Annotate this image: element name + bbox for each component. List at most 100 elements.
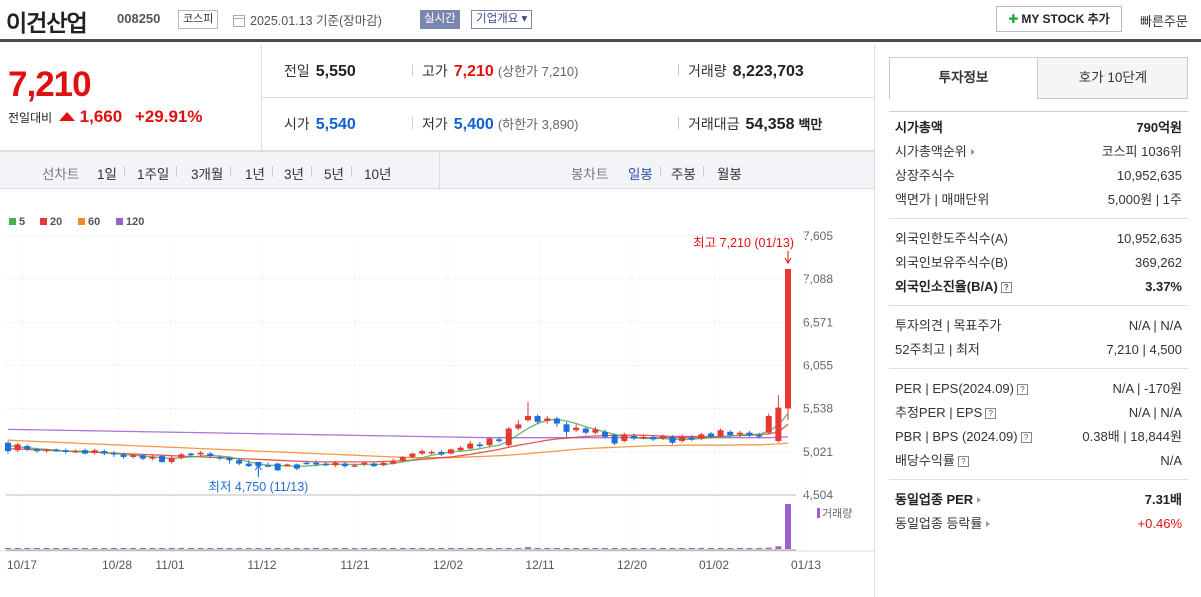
x-tick-label: 12/02 bbox=[433, 558, 463, 572]
price-chart[interactable]: 7,605 7,088 6,571 6,055 5,538 5,021 4,504 10/17… bbox=[0, 190, 874, 597]
row-industry-per[interactable]: 동일업종 PER 7.31배 bbox=[889, 488, 1188, 512]
candle-body bbox=[447, 449, 454, 454]
company-name: 이건산업 bbox=[6, 10, 88, 36]
period-1w[interactable]: 1주일 bbox=[137, 163, 178, 183]
candle-body bbox=[505, 428, 512, 446]
volume-bar bbox=[332, 548, 339, 549]
volume-bar bbox=[592, 548, 599, 549]
volume-bar bbox=[785, 504, 791, 549]
candle-body bbox=[679, 436, 686, 442]
volume-bar bbox=[669, 548, 676, 549]
candle-body bbox=[322, 463, 329, 466]
volume-bar bbox=[62, 548, 69, 549]
opinion-label: 투자의견 | 목표주가 bbox=[895, 318, 1002, 333]
volume-bar bbox=[467, 548, 474, 549]
group-foreign: 외국인한도주식수(A) 10,952,635 외국인보유주식수(B) 369,262… bbox=[889, 219, 1188, 306]
legend-swatch bbox=[9, 218, 16, 225]
ma-line-20 bbox=[7, 423, 789, 463]
volume-bar bbox=[72, 548, 79, 549]
row-opinion: 투자의견 | 목표주가 N/A | N/A bbox=[889, 314, 1188, 338]
y-tick-label: 6,571 bbox=[803, 315, 833, 329]
volume-bar bbox=[265, 548, 271, 549]
period-5y[interactable]: 5년 bbox=[324, 163, 352, 183]
industry-per-value: 7.31배 bbox=[1144, 492, 1182, 507]
volume-bar bbox=[255, 548, 262, 549]
candle-body bbox=[149, 456, 156, 459]
volume-bar bbox=[178, 548, 185, 549]
group-industry: 동일업종 PER 7.31배 동일업종 등락률 +0.46% bbox=[889, 480, 1188, 542]
candle-daily[interactable]: 일봉 bbox=[628, 163, 661, 183]
tab-invest-info[interactable]: 투자정보 bbox=[890, 58, 1038, 99]
y-tick-label: 7,605 bbox=[803, 229, 833, 243]
volume-bar bbox=[419, 548, 426, 549]
candle-body bbox=[245, 463, 252, 467]
pbr-label: PBR | BPS (2024.09) bbox=[895, 429, 1018, 444]
market-cap-label: 시가총액 bbox=[895, 120, 943, 135]
legend-label: 20 bbox=[50, 216, 62, 228]
rank-value: 코스피 1036위 bbox=[1101, 144, 1182, 159]
period-10y[interactable]: 10년 bbox=[364, 167, 392, 182]
candle-body bbox=[573, 427, 580, 431]
candle-body bbox=[525, 415, 531, 421]
chevron-right-icon bbox=[977, 497, 982, 503]
period-1d[interactable]: 1일 bbox=[97, 163, 125, 183]
help-icon[interactable]: ? bbox=[1017, 384, 1028, 395]
change-label: 전일대비 bbox=[8, 111, 53, 125]
y-tick-label: 5,021 bbox=[803, 445, 833, 459]
header: 이건산업 008250 코스피 2025.01.13 기준(장마감) 실시간 기… bbox=[0, 0, 1201, 42]
row-foreign-limit: 외국인한도주식수(A) 10,952,635 bbox=[889, 227, 1188, 251]
ma-line-5 bbox=[7, 413, 789, 467]
volume: 거래량 8,223,703 bbox=[678, 61, 804, 81]
help-icon[interactable]: ? bbox=[1000, 282, 1012, 293]
row-est-per: 추정PER | EPS? N/A | N/A bbox=[889, 401, 1188, 425]
help-icon[interactable]: ? bbox=[1020, 432, 1032, 443]
legend-label: 120 bbox=[126, 216, 144, 228]
candle-monthly[interactable]: 월봉 bbox=[717, 167, 742, 182]
divider bbox=[262, 97, 874, 98]
period-3y[interactable]: 3년 bbox=[284, 163, 312, 183]
candle-body bbox=[370, 463, 377, 467]
company-overview-dropdown[interactable]: 기업개요 ▾ bbox=[471, 10, 533, 29]
candle-weekly[interactable]: 주봉 bbox=[671, 163, 704, 183]
row-foreign-rate: 외국인소진율(B/A)? 3.37% bbox=[889, 275, 1188, 299]
my-stock-add-button[interactable]: ✚ MY STOCK 추가 bbox=[996, 6, 1122, 32]
candle-body bbox=[746, 432, 753, 436]
candle-body bbox=[611, 435, 618, 444]
volume-bar bbox=[5, 548, 11, 549]
row-market-cap: 시가총액 790억원 bbox=[889, 116, 1188, 140]
help-icon[interactable]: ? bbox=[957, 456, 969, 467]
candle-body bbox=[62, 450, 69, 452]
candle-body bbox=[43, 449, 50, 452]
candle-body bbox=[736, 432, 743, 435]
volume-bar bbox=[438, 548, 445, 549]
industry-rate-label: 동일업종 등락률 bbox=[895, 516, 983, 531]
foreign-hold-label: 외국인보유주식수(B) bbox=[895, 255, 1009, 270]
lower-limit: (하한가 3,890) bbox=[497, 117, 579, 132]
plus-icon: ✚ bbox=[1008, 12, 1019, 26]
realtime-button[interactable]: 실시간 bbox=[420, 10, 460, 29]
candle-body bbox=[168, 457, 175, 462]
volume-bar bbox=[149, 548, 156, 549]
est-per-label: 추정PER | EPS bbox=[895, 405, 983, 420]
row-industry-rate[interactable]: 동일업종 등락률 +0.46% bbox=[889, 512, 1188, 536]
divider bbox=[439, 152, 440, 190]
chevron-right-icon bbox=[970, 149, 975, 155]
period-3m[interactable]: 3개월 bbox=[191, 163, 232, 183]
volume-bar bbox=[621, 548, 628, 549]
tab-orderbook[interactable]: 호가 10단계 bbox=[1078, 70, 1148, 85]
volume-bar bbox=[428, 548, 435, 549]
quick-order-link[interactable]: 빠른주문 bbox=[1140, 14, 1188, 29]
volume-bar bbox=[351, 548, 358, 549]
candle-body bbox=[293, 464, 300, 469]
volume-bar bbox=[640, 548, 647, 549]
volume-bar bbox=[236, 548, 243, 549]
help-icon[interactable]: ? bbox=[985, 408, 997, 419]
candle-body bbox=[197, 452, 204, 455]
volume-bar bbox=[409, 548, 416, 549]
period-1y[interactable]: 1년 bbox=[245, 163, 273, 183]
candle-body bbox=[139, 455, 146, 459]
row-rank[interactable]: 시가총액순위 코스피 1036위 bbox=[889, 140, 1188, 164]
volume-bar bbox=[457, 548, 464, 549]
candle-body bbox=[101, 451, 108, 454]
candle-body bbox=[380, 462, 387, 466]
